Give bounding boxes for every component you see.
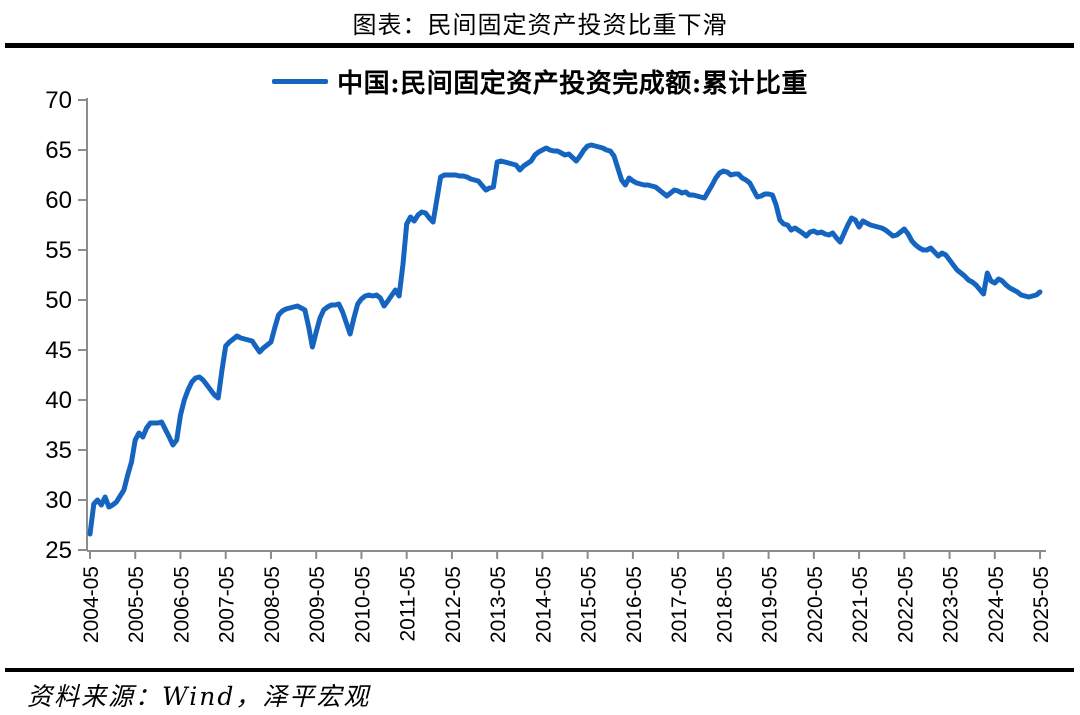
- y-tick-label: 35: [45, 437, 72, 464]
- x-tick-label: 2022-05: [894, 566, 917, 643]
- y-tick-label: 40: [45, 387, 72, 414]
- bottom-divider-rule: [5, 668, 1074, 672]
- series-line: [87, 142, 1043, 537]
- y-tick-label: 70: [45, 87, 72, 114]
- legend-line-marker-icon: [272, 79, 329, 84]
- y-tick-label: 65: [45, 137, 72, 164]
- x-tick-label: 2023-05: [940, 566, 963, 643]
- y-tick-label: 60: [45, 187, 72, 214]
- x-tick-label: 2012-05: [442, 566, 465, 643]
- x-tick-label: 2016-05: [623, 566, 646, 643]
- x-tick-label: 2011-05: [397, 566, 420, 642]
- x-tick-label: 2021-05: [849, 566, 872, 643]
- x-tick-label: 2014-05: [532, 566, 555, 643]
- x-tick-label: 2006-05: [170, 566, 193, 643]
- y-tick-label: 55: [45, 237, 72, 264]
- y-tick-label: 25: [45, 537, 72, 564]
- legend-series-label: 中国:民间固定资产投资完成额:累计比重: [337, 69, 808, 99]
- top-divider-rule: [5, 43, 1074, 48]
- x-tick-label: 2010-05: [351, 566, 374, 643]
- x-tick-label: 2025-05: [1030, 566, 1053, 643]
- x-tick-label: 2018-05: [713, 566, 736, 643]
- x-tick-label: 2009-05: [306, 566, 329, 643]
- y-tick-label: 30: [45, 487, 72, 514]
- x-tick-label: 2024-05: [985, 566, 1008, 643]
- x-tick-label: 2013-05: [487, 566, 510, 643]
- x-tick-label: 2004-05: [80, 566, 103, 643]
- page-title: 图表：民间固定资产投资比重下滑: [352, 11, 728, 39]
- x-tick-label: 2007-05: [216, 566, 239, 643]
- x-tick-label: 2017-05: [668, 566, 691, 643]
- x-tick-label: 2019-05: [759, 566, 782, 643]
- y-tick-label: 45: [45, 337, 72, 364]
- x-tick-label: 2008-05: [261, 566, 284, 643]
- x-tick-label: 2020-05: [804, 566, 827, 643]
- x-tick-label: 2005-05: [125, 566, 148, 643]
- y-tick-label: 50: [45, 287, 72, 314]
- chart-legend: 中国:民间固定资产投资完成额:累计比重: [0, 63, 1080, 100]
- source-note: 资料来源：Wind，泽平宏观: [27, 682, 371, 711]
- x-tick-label: 2015-05: [578, 566, 601, 643]
